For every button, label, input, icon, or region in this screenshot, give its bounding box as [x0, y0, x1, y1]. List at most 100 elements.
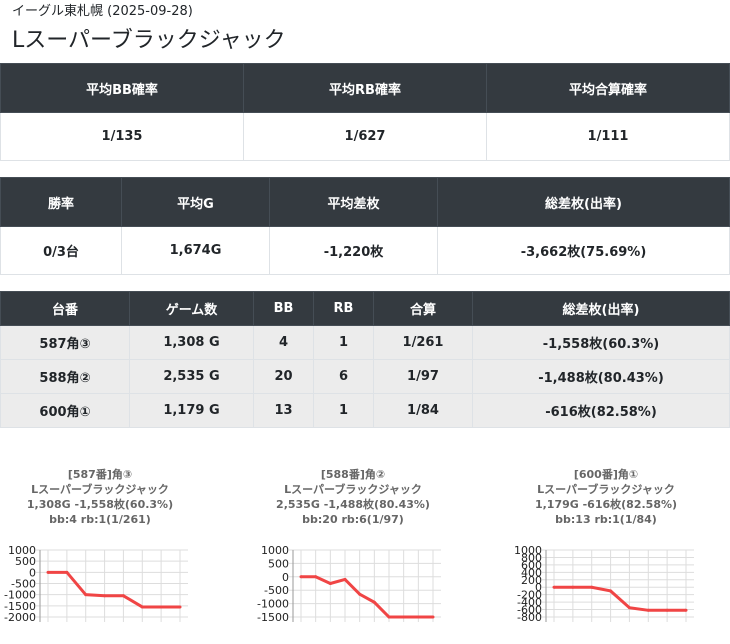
- y-tick-label: 200: [521, 574, 542, 587]
- y-tick-label: -400: [517, 596, 542, 609]
- y-tick-label: -1000: [257, 598, 289, 611]
- y-tick-label: 400: [521, 566, 542, 579]
- y-tick-label: -200: [517, 589, 542, 602]
- value-avg-bb: 1/135: [0, 112, 244, 161]
- data-point: [665, 608, 669, 612]
- series-line: [48, 570, 180, 609]
- data-point: [314, 575, 318, 579]
- cell-game-count: 1,179 G: [129, 393, 254, 428]
- data-point: [358, 592, 362, 596]
- header-rb: RB: [313, 291, 374, 326]
- y-tick-label: 0: [535, 581, 542, 594]
- data-point: [159, 605, 163, 609]
- data-point: [328, 582, 332, 585]
- value-total-diff: -3,662枚(75.69%): [437, 226, 730, 275]
- chart-title-line: bb:4 rb:1(1/261): [49, 513, 151, 526]
- data-point: [178, 605, 182, 609]
- table-header-row: 台番 ゲーム数 BB RB 合算 総差枚(出率): [0, 291, 730, 326]
- chart-title-line: Lスーパーブラックジャック: [537, 482, 675, 496]
- data-point: [121, 594, 125, 598]
- data-point: [627, 606, 631, 610]
- data-point: [103, 594, 107, 598]
- header-total-diff: 総差枚(出率): [472, 291, 730, 326]
- chart-title-line: 1,308G -1,558枚(60.3%): [27, 497, 173, 511]
- data-point: [299, 575, 303, 579]
- cell-rb: 6: [313, 359, 374, 394]
- data-point: [387, 615, 391, 619]
- chart-title-line: 2,535G -1,488枚(80.43%): [276, 497, 430, 511]
- y-tick-label: -2000: [4, 611, 36, 624]
- table-row: 0/3台 1,674G -1,220枚 -3,662枚(75.69%): [0, 226, 730, 275]
- table-header-row: 勝率 平均G 平均差枚 総差枚(出率): [0, 177, 730, 227]
- cell-total-diff: -616枚(82.58%): [472, 393, 730, 428]
- cell-machine-no: 587角③: [0, 325, 130, 360]
- header-win-rate: 勝率: [0, 177, 122, 227]
- cell-bb: 4: [253, 325, 314, 360]
- cell-machine-no: 588角②: [0, 359, 130, 394]
- chart-title-line: Lスーパーブラックジャック: [284, 482, 422, 496]
- chart-card-600: [600番]角① Lスーパーブラックジャック 1,179G -616枚(82.58%…: [506, 445, 706, 644]
- y-tick-label: 0: [29, 566, 36, 579]
- cell-rb: 1: [313, 325, 374, 360]
- chart-title-line: [588番]角②: [321, 467, 385, 481]
- value-avg-games: 1,674G: [121, 226, 270, 275]
- data-point: [46, 570, 50, 574]
- y-tick-label: -1500: [4, 600, 36, 613]
- store-date-subtitle: イーグル東札幌 (2025-09-28): [12, 4, 193, 19]
- table-row[interactable]: 587角③ 1,308 G 4 1 1/261 -1,558枚(60.3%): [0, 325, 730, 360]
- y-tick-label: 600: [521, 559, 542, 572]
- chart-card-587: [587番]角③ Lスーパーブラックジャック 1,308G -1,558枚(60.3…: [0, 445, 200, 644]
- machine-table: 台番 ゲーム数 BB RB 合算 総差枚(出率) 587角③ 1,308 G 4…: [0, 291, 730, 428]
- data-point: [140, 605, 144, 609]
- data-point: [84, 593, 88, 597]
- y-tick-label: 1000: [261, 544, 289, 557]
- header-machine-no: 台番: [0, 291, 130, 326]
- header-combined: 合算: [373, 291, 473, 326]
- chart-title-line: [600番]角①: [574, 467, 638, 481]
- header-avg-combined: 平均合算確率: [486, 63, 730, 113]
- chart-title-line: [587番]角③: [68, 467, 132, 481]
- series-line: [301, 575, 433, 619]
- value-win-rate: 0/3台: [0, 226, 122, 275]
- table-row[interactable]: 600角① 1,179 G 13 1 1/84 -616枚(82.58%): [0, 393, 730, 428]
- table-header-row: 平均BB確率 平均RB確率 平均合算確率: [0, 63, 730, 113]
- data-point: [402, 615, 406, 619]
- cell-bb: 20: [253, 359, 314, 394]
- cell-rb: 1: [313, 393, 374, 428]
- header-game-count: ゲーム数: [129, 291, 254, 326]
- cell-game-count: 1,308 G: [129, 325, 254, 360]
- table-row[interactable]: 588角② 2,535 G 20 6 1/97 -1,488枚(80.43%): [0, 359, 730, 394]
- cell-combined: 1/261: [373, 325, 473, 360]
- chart-title-line: 1,179G -616枚(82.58%): [535, 497, 677, 511]
- y-tick-label: 500: [15, 555, 36, 568]
- data-point: [416, 615, 420, 619]
- data-point: [372, 600, 376, 604]
- y-tick-label: 1000: [514, 544, 542, 557]
- y-tick-label: -1500: [257, 611, 289, 624]
- chart-title-line: Lスーパーブラックジャック: [31, 482, 169, 496]
- cell-bb: 13: [253, 393, 314, 428]
- y-tick-label: -500: [11, 578, 36, 591]
- header-total-diff: 総差枚(出率): [437, 177, 730, 227]
- header-avg-diff: 平均差枚: [269, 177, 438, 227]
- header-bb: BB: [253, 291, 314, 326]
- data-point: [431, 615, 435, 619]
- y-tick-label: -1000: [4, 589, 36, 602]
- cell-total-diff: -1,488枚(80.43%): [472, 359, 730, 394]
- data-point: [646, 608, 650, 612]
- y-tick-label: -800: [517, 611, 542, 624]
- chart-title-line: bb:13 rb:1(1/84): [555, 513, 657, 526]
- y-tick-label: -500: [264, 584, 289, 597]
- data-point: [65, 570, 69, 574]
- cell-total-diff: -1,558枚(60.3%): [472, 325, 730, 360]
- data-point: [609, 589, 613, 593]
- y-tick-label: -600: [517, 604, 542, 617]
- cell-machine-no: 600角①: [0, 393, 130, 428]
- y-tick-label: 0: [282, 571, 289, 584]
- cell-combined: 1/97: [373, 359, 473, 394]
- series-line: [554, 585, 686, 612]
- cell-combined: 1/84: [373, 393, 473, 428]
- value-avg-diff: -1,220枚: [269, 226, 438, 275]
